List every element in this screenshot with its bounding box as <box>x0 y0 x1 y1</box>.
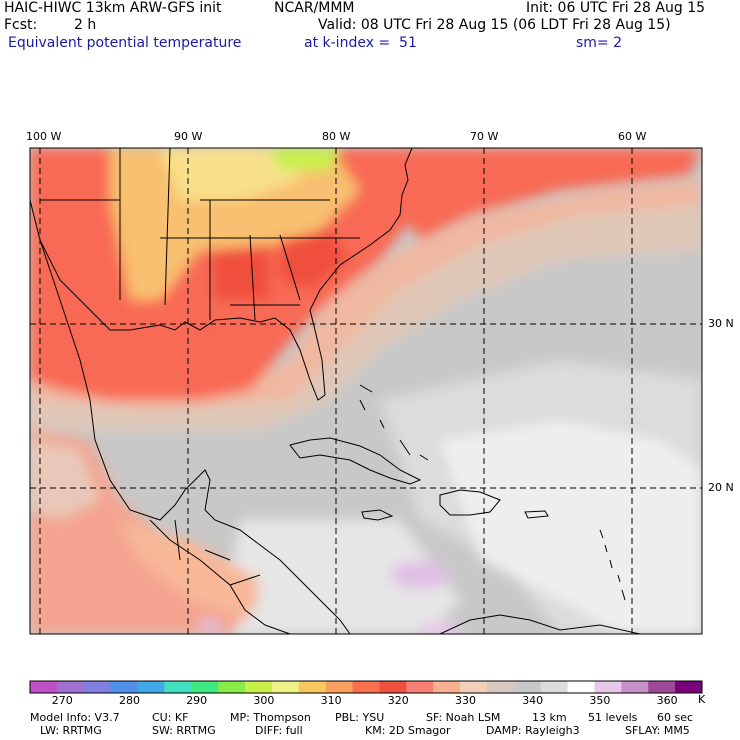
lon-label-80w: 80 W <box>322 130 351 143</box>
footer-sf: SF: Noah LSM <box>426 711 501 724</box>
colorbar-swatch <box>486 681 515 693</box>
map-frame <box>29 147 703 635</box>
colorbar-swatch <box>460 681 488 693</box>
colorbar-swatch <box>325 681 354 693</box>
colorbar <box>29 680 703 694</box>
colorbar-swatch <box>513 681 542 693</box>
colorbar-frame <box>29 680 703 694</box>
colorbar-tick-label: 360 <box>656 694 678 707</box>
footer-mp: MP: Thompson <box>230 711 311 724</box>
lon-label-100w: 100 W <box>26 130 62 143</box>
org-label: NCAR/MMM <box>274 0 355 16</box>
colorbar-swatch <box>621 681 649 693</box>
colorbar-swatch <box>110 681 139 693</box>
footer-levels: 51 levels <box>588 711 638 724</box>
lon-label-90w: 90 W <box>174 130 203 143</box>
coastlines <box>30 148 641 634</box>
colorbar-tick-label: 330 <box>455 694 476 707</box>
colorbar-tick-label: 300 <box>253 694 275 707</box>
colorbar-swatch <box>271 681 300 693</box>
lon-label-70w: 70 W <box>470 130 499 143</box>
colorbar-tick-label: 270 <box>51 694 73 707</box>
colorbar-swatch <box>352 681 380 693</box>
footer-model-info: Model Info: V3.7 <box>30 711 120 724</box>
colorbar-tick-label: 280 <box>119 694 140 707</box>
footer-pbl: PBL: YSU <box>335 711 385 724</box>
lon-label-60w: 60 W <box>618 130 647 143</box>
colorbar-tick-label: 320 <box>387 694 409 707</box>
smoothing-label: sm= 2 <box>576 35 623 51</box>
init-time: Init: 06 UTC Fri 28 Aug 15 <box>526 0 706 16</box>
forecast-hours: 2 h <box>74 17 97 33</box>
colorbar-tick-label: 340 <box>522 694 544 707</box>
colorbar-swatch <box>406 681 434 693</box>
lat-label-30n: 30 N <box>708 317 734 330</box>
field-name: Equivalent potential temperature <box>8 35 242 51</box>
colorbar-swatch <box>540 681 569 693</box>
theta-e-field <box>30 148 702 634</box>
model-title: HAIC-HIWC 13km ARW-GFS init <box>4 0 222 16</box>
colorbar-tick-label: 290 <box>186 694 208 707</box>
colorbar-unit: K <box>698 693 706 706</box>
footer-lw: LW: RRTMG <box>40 724 102 737</box>
colorbar-swatch <box>83 681 112 693</box>
graticule <box>30 148 702 634</box>
colorbar-swatch <box>433 681 461 693</box>
forecast-label: Fcst: <box>4 17 38 33</box>
colorbar-swatch <box>594 681 622 693</box>
level-label: at k-index = 51 <box>304 35 417 51</box>
footer-km: KM: 2D Smagor <box>365 724 451 737</box>
footer-sw: SW: RRTMG <box>152 724 216 737</box>
colorbar-swatch <box>567 681 595 693</box>
footer-timestep: 60 sec <box>657 711 694 724</box>
colorbar-swatch <box>675 681 703 693</box>
colorbar-tick-label: 350 <box>589 694 611 707</box>
colorbar-swatch <box>164 681 192 693</box>
footer-resolution: 13 km <box>532 711 567 724</box>
colorbar-swatch <box>245 681 273 693</box>
colorbar-swatch <box>218 681 246 693</box>
valid-time: Valid: 08 UTC Fri 28 Aug 15 (06 LDT Fri … <box>318 17 671 33</box>
footer-damp: DAMP: Rayleigh3 <box>486 724 580 737</box>
colorbar-swatch <box>191 681 219 693</box>
colorbar-swatch <box>379 681 407 693</box>
footer-diff: DIFF: full <box>255 724 303 737</box>
footer-sflay: SFLAY: MM5 <box>625 724 690 737</box>
footer-cu: CU: KF <box>152 711 189 724</box>
lat-label-20n: 20 N <box>708 481 734 494</box>
colorbar-tick-label: 310 <box>320 694 342 707</box>
colorbar-swatch <box>30 681 58 693</box>
colorbar-swatch <box>648 681 676 693</box>
colorbar-swatch <box>137 681 165 693</box>
colorbar-swatch <box>298 681 327 693</box>
colorbar-swatch <box>56 681 85 693</box>
